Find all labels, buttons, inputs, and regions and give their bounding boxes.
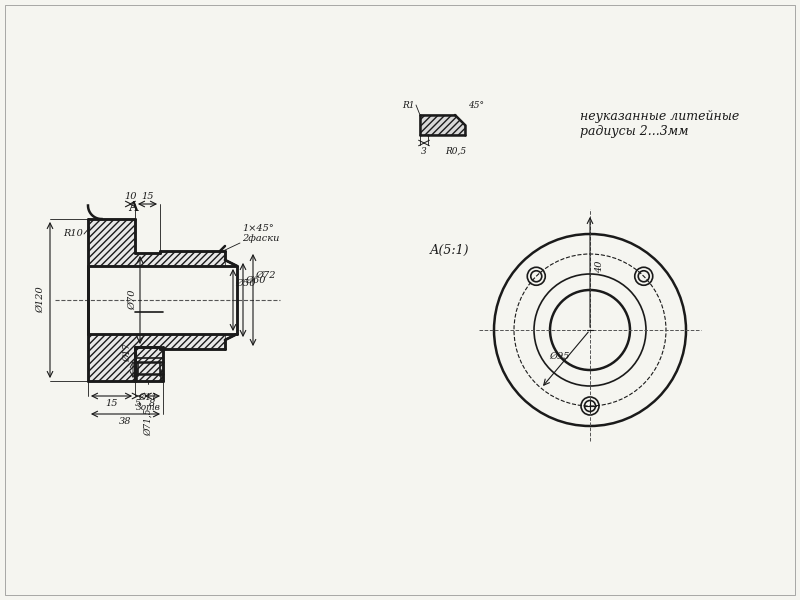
Polygon shape	[135, 347, 163, 381]
Text: неуказанные литейные
радиусы 2...3мм: неуказанные литейные радиусы 2...3мм	[580, 110, 739, 138]
Text: Ø71,5: Ø71,5	[143, 409, 153, 437]
Text: Ø60: Ø60	[245, 275, 266, 284]
Text: А(5:1): А(5:1)	[430, 244, 470, 257]
Text: Ø11
3отв: Ø11 3отв	[135, 393, 161, 412]
Text: 15: 15	[106, 399, 118, 408]
Polygon shape	[420, 115, 465, 135]
Text: 38: 38	[119, 417, 132, 426]
Text: R10: R10	[63, 229, 83, 238]
Text: A: A	[128, 201, 138, 214]
Text: Ø120: Ø120	[36, 287, 45, 313]
Polygon shape	[88, 219, 237, 300]
Text: 15: 15	[142, 192, 154, 201]
Text: 8: 8	[150, 399, 155, 408]
Text: R0,5: R0,5	[445, 147, 466, 156]
Text: Ø17: Ø17	[123, 344, 132, 362]
Polygon shape	[88, 300, 237, 381]
Text: 5: 5	[135, 399, 142, 408]
Text: R1: R1	[402, 100, 415, 109]
Text: Ø70: Ø70	[128, 290, 137, 310]
Text: 10: 10	[124, 192, 137, 201]
Text: Ø50: Ø50	[235, 278, 255, 287]
Text: 40: 40	[595, 261, 604, 273]
Text: 45°: 45°	[468, 101, 484, 110]
Text: 3: 3	[421, 147, 427, 156]
Text: 1×45°
2фаски: 1×45° 2фаски	[242, 224, 279, 243]
Text: Ø72: Ø72	[255, 271, 275, 280]
Text: Ø95: Ø95	[550, 352, 570, 361]
